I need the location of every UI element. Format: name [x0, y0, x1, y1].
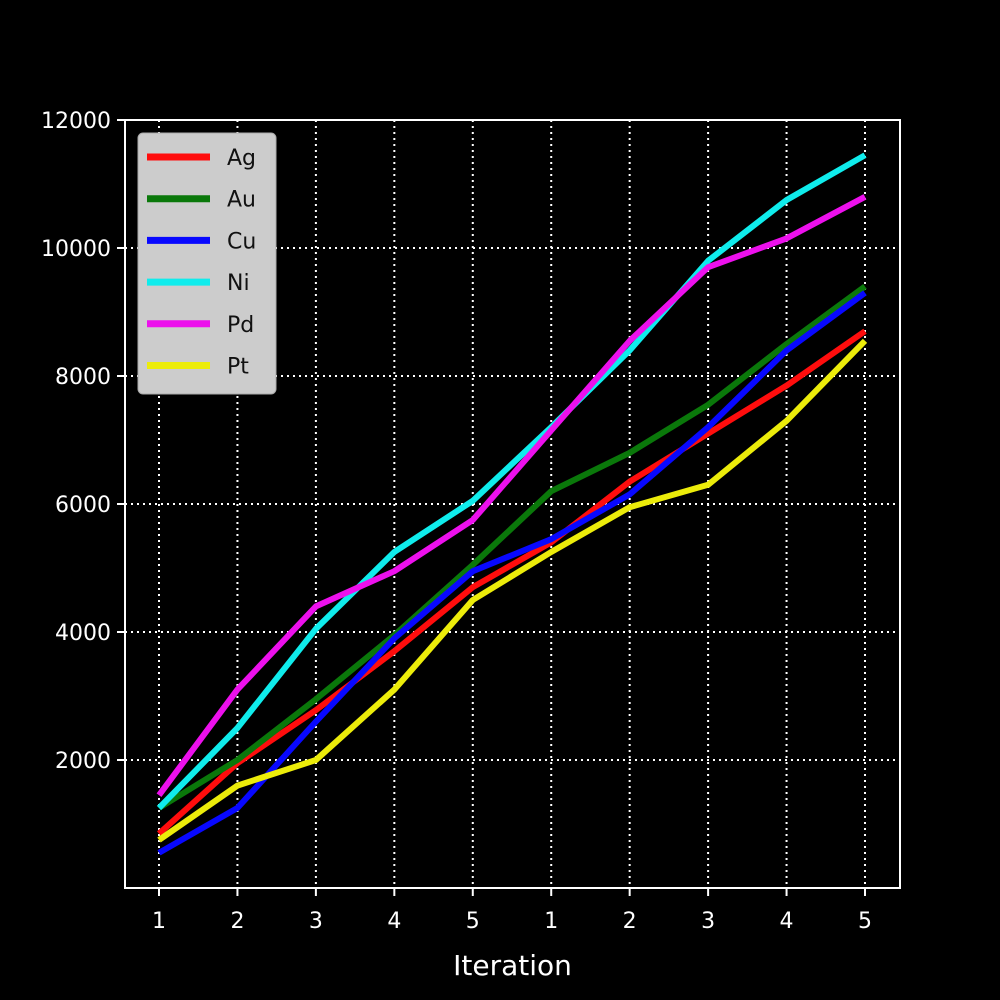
y-tick-label: 8000	[55, 365, 111, 390]
x-tick-label: 1	[152, 909, 166, 934]
y-tick-label: 6000	[55, 493, 111, 518]
series-line-ag	[156, 328, 867, 836]
legend-label-au: Au	[227, 188, 256, 213]
y-tick-label: 12000	[41, 109, 111, 134]
legend-box	[137, 132, 277, 395]
x-tick-label: 1	[544, 909, 558, 934]
x-tick-label: 4	[387, 909, 401, 934]
axis-ticks: 1 2 3 4 5 1 2 3 4 5 2000 4000 6000 8000 10000 12000	[41, 109, 872, 934]
x-tick-label: 2	[623, 909, 637, 934]
legend: Ag Au Cu Ni Pd Pt	[137, 132, 277, 395]
series-lines	[156, 152, 868, 856]
series-line-pd	[156, 194, 867, 797]
y-tick-label: 10000	[41, 237, 111, 262]
legend-label-ag: Ag	[227, 146, 256, 171]
x-tick-label: 2	[230, 909, 244, 934]
series-line-ni	[156, 152, 867, 811]
y-tick-label: 4000	[55, 621, 111, 646]
series-line-au	[157, 283, 867, 811]
x-tick-label: 4	[780, 909, 794, 934]
legend-label-cu: Cu	[227, 229, 256, 254]
x-tick-label: 5	[466, 909, 480, 934]
legend-label-ni: Ni	[227, 271, 250, 296]
x-axis-title: Iteration	[453, 949, 572, 982]
x-tick-label: 5	[858, 909, 872, 934]
legend-label-pt: Pt	[227, 355, 249, 380]
series-line-cu	[157, 290, 867, 856]
x-tick-label: 3	[701, 909, 715, 934]
x-tick-label: 3	[309, 909, 323, 934]
legend-label-pd: Pd	[227, 313, 254, 338]
series-line-pt	[157, 338, 868, 843]
y-tick-label: 2000	[55, 749, 111, 774]
